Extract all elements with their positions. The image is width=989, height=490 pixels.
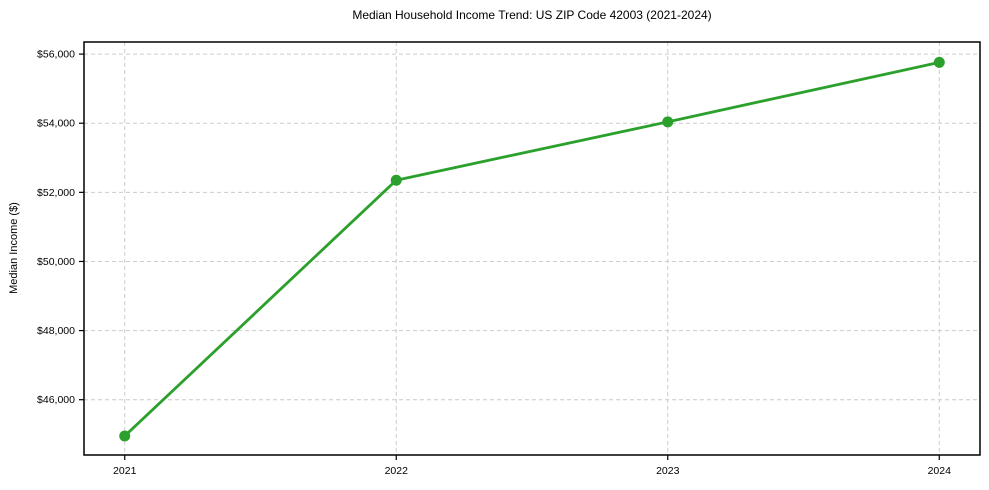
plot-border — [83, 41, 981, 456]
y-tick-label: $52,000 — [37, 187, 75, 199]
y-tick-label: $56,000 — [37, 49, 75, 61]
y-tick-label: $50,000 — [37, 256, 75, 268]
y-tick-label: $46,000 — [37, 394, 75, 406]
data-point-2022 — [390, 174, 402, 186]
y-tick-label: $54,000 — [37, 118, 75, 130]
data-point-2021 — [119, 430, 131, 442]
x-tick-label: 2023 — [656, 465, 680, 477]
y-tick-label: $48,000 — [37, 325, 75, 337]
x-tick-label: 2024 — [928, 465, 952, 477]
x-tick-label: 2021 — [113, 465, 137, 477]
chart-title: Median Household Income Trend: US ZIP Co… — [352, 8, 712, 22]
data-point-2023 — [662, 116, 674, 128]
plot-background — [84, 42, 980, 455]
data-point-2024 — [933, 56, 945, 68]
x-tick-label: 2022 — [385, 465, 409, 477]
trend-line — [123, 60, 941, 438]
